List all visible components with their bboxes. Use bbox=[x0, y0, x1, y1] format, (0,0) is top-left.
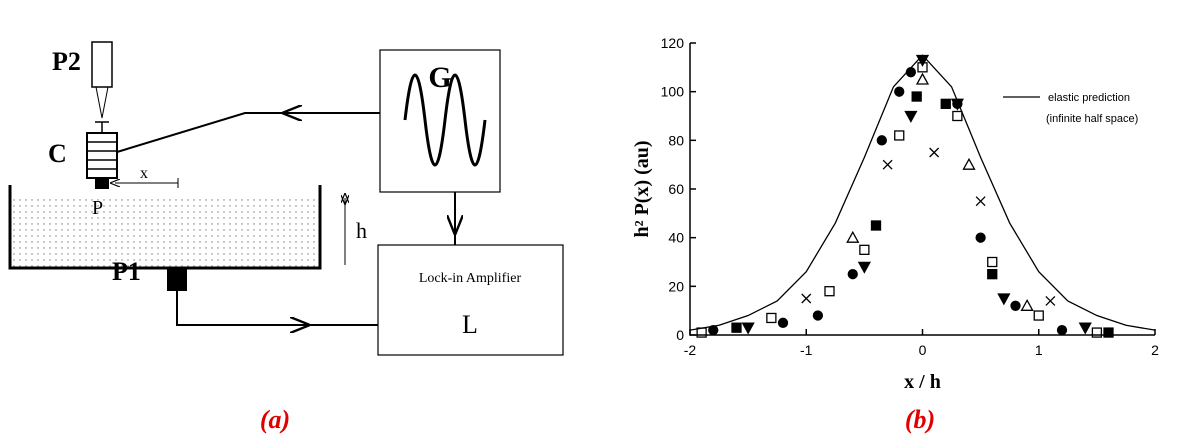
point bbox=[975, 196, 986, 207]
wire bbox=[116, 112, 380, 153]
label: L bbox=[462, 310, 478, 339]
label: P1 bbox=[112, 257, 141, 286]
y-tick-label: 40 bbox=[668, 230, 684, 246]
legend-label: elastic prediction bbox=[1048, 92, 1130, 104]
sensor-p1 bbox=[167, 267, 187, 291]
lockin-box bbox=[377, 244, 564, 356]
point bbox=[904, 110, 918, 123]
y-axis-title: h² P(x) (au) bbox=[631, 140, 653, 237]
point bbox=[846, 230, 860, 243]
point bbox=[940, 98, 951, 109]
label: h bbox=[356, 218, 367, 243]
probe-p2 bbox=[91, 41, 113, 88]
point bbox=[859, 244, 870, 255]
y-tick-label: 100 bbox=[661, 84, 685, 100]
y-tick-label: 20 bbox=[668, 278, 684, 294]
point bbox=[962, 157, 976, 170]
x-axis-title: x / h bbox=[904, 371, 941, 393]
point bbox=[894, 130, 905, 141]
point bbox=[882, 159, 893, 170]
point bbox=[975, 232, 986, 243]
point bbox=[801, 293, 812, 304]
point bbox=[847, 269, 858, 280]
label: C bbox=[48, 139, 67, 168]
label: P2 bbox=[52, 47, 81, 76]
point bbox=[824, 286, 835, 297]
axes bbox=[689, 43, 1155, 336]
label: x bbox=[140, 165, 148, 182]
point bbox=[1033, 310, 1044, 321]
tip-p bbox=[95, 179, 109, 189]
point bbox=[915, 72, 930, 85]
point bbox=[708, 324, 719, 336]
y-tick-label: 60 bbox=[668, 181, 684, 197]
generator-box bbox=[379, 49, 501, 193]
point bbox=[997, 293, 1011, 306]
x-tick-label: 1 bbox=[1035, 342, 1043, 358]
point bbox=[1045, 295, 1056, 306]
y-tick-label: 80 bbox=[668, 132, 684, 148]
point bbox=[1091, 327, 1103, 338]
point bbox=[876, 135, 887, 146]
point bbox=[696, 327, 707, 338]
y-tick-label: 120 bbox=[661, 35, 685, 51]
point bbox=[905, 67, 917, 78]
point bbox=[1010, 300, 1021, 311]
point bbox=[952, 110, 963, 122]
point bbox=[812, 310, 824, 321]
stack-c bbox=[86, 132, 118, 179]
point bbox=[731, 322, 742, 333]
chart: 0 20 40 60 80 100 120 -2 -1 0 1 2 x / h h² P(x) (au) (… bbox=[631, 35, 1159, 434]
point bbox=[1056, 324, 1068, 336]
y-tick-label: 0 bbox=[676, 327, 684, 343]
point bbox=[1078, 322, 1092, 335]
x-tick-label: -2 bbox=[684, 342, 697, 358]
x-tick-label: 0 bbox=[919, 342, 927, 358]
point bbox=[1020, 298, 1034, 311]
liquid bbox=[10, 195, 320, 268]
legend-note: (infinite half space) bbox=[1046, 113, 1138, 125]
sine bbox=[403, 73, 487, 167]
beam bbox=[95, 86, 109, 119]
diagram-labels: P2 C x P h P1 G Lock-in Amplifier L bbox=[48, 47, 521, 339]
label: G bbox=[428, 61, 451, 94]
point bbox=[950, 98, 964, 111]
x-tick-label: -1 bbox=[800, 342, 813, 358]
point bbox=[915, 54, 930, 67]
wire bbox=[176, 290, 378, 326]
point bbox=[929, 147, 940, 158]
label: Lock-in Amplifier bbox=[419, 271, 522, 286]
point bbox=[894, 86, 905, 97]
stack-lines bbox=[87, 121, 117, 170]
x-tick-label: 2 bbox=[1151, 342, 1159, 358]
point bbox=[741, 322, 755, 335]
point bbox=[857, 261, 871, 274]
point bbox=[1103, 327, 1114, 338]
point bbox=[987, 256, 998, 268]
label: P bbox=[92, 197, 103, 219]
point bbox=[987, 269, 998, 280]
panel-label: (b) bbox=[905, 405, 935, 434]
point bbox=[777, 317, 789, 328]
point bbox=[911, 91, 922, 102]
tank bbox=[8, 185, 322, 270]
point bbox=[766, 312, 777, 324]
panel-label: (a) bbox=[260, 405, 290, 434]
point bbox=[870, 220, 882, 231]
diagram bbox=[8, 41, 564, 356]
